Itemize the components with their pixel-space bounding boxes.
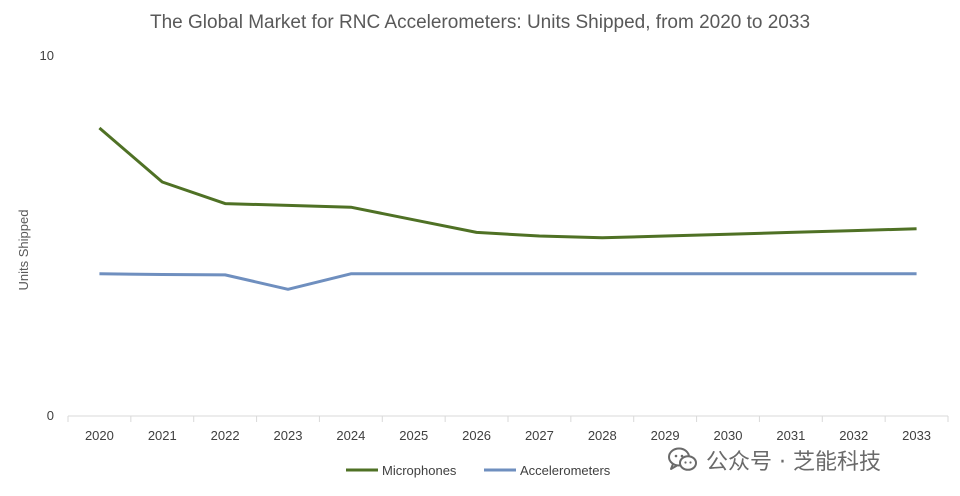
x-tick-label: 2028: [588, 428, 617, 443]
watermark: 公众号 · 芝能科技: [668, 444, 881, 476]
watermark-text: 公众号 · 芝能科技: [706, 450, 881, 475]
series-group: [98, 126, 917, 291]
x-tick-label: 2029: [651, 428, 680, 443]
x-tick-label: 2024: [336, 428, 365, 443]
x-tick-label: 2020: [85, 428, 114, 443]
wechat-icon: [668, 447, 697, 471]
x-tick-label: 2031: [776, 428, 805, 443]
x-tick-label: 2023: [274, 428, 303, 443]
y-tick-label: 0: [47, 408, 54, 423]
x-ticks: 2020 2021 2022 2023 2024 2025 2026 2027 2028 2029…: [67, 416, 949, 443]
series-line-microphones: [98, 126, 917, 240]
legend-label: Microphones: [382, 463, 457, 478]
chart-title: The Global Market for RNC Accelerometers…: [150, 12, 810, 33]
y-tick-label: 10: [40, 48, 54, 63]
x-tick-label: 2032: [839, 428, 868, 443]
x-tick-label: 2021: [148, 428, 177, 443]
x-tick-label: 2025: [399, 428, 428, 443]
series-line-accelerometers: [99, 272, 917, 291]
x-tick-label: 2026: [462, 428, 491, 443]
x-tick-label: 2033: [902, 428, 931, 443]
x-tick-label: 2027: [525, 428, 554, 443]
legend-label: Accelerometers: [520, 463, 611, 478]
x-tick-label: 2030: [714, 428, 743, 443]
y-ticks: 0 10: [40, 48, 54, 423]
y-axis-label: Units Shipped: [16, 210, 31, 291]
legend: Microphones Accelerometers: [346, 463, 611, 478]
x-tick-label: 2022: [211, 428, 240, 443]
